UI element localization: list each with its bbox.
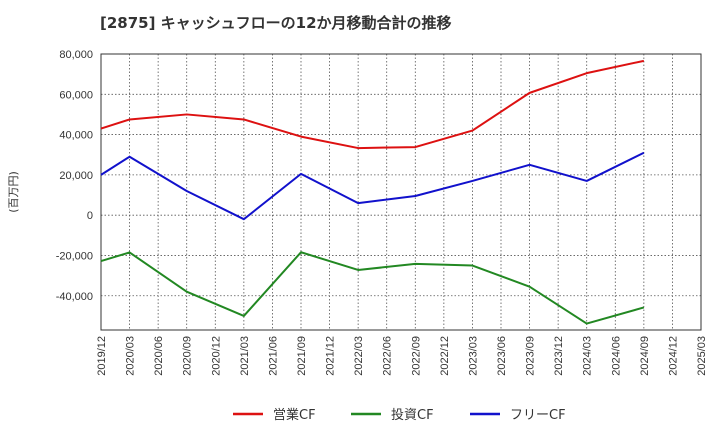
x-tick-label: 2023/09 (525, 336, 537, 376)
y-tick-label: 80,000 (59, 49, 93, 61)
x-tick-label: 2024/06 (610, 336, 622, 376)
x-tick-label: 2021/06 (267, 336, 279, 376)
legend-label: 営業CF (273, 407, 316, 423)
x-tick-label: 2019/12 (96, 336, 108, 376)
x-tick-label: 2022/03 (353, 336, 365, 376)
y-tick-label: 60,000 (59, 89, 93, 101)
chart-title: [2875] キャッシュフローの12か月移動合計の推移 (100, 14, 452, 32)
x-tick-label: 2023/06 (496, 336, 508, 376)
legend-label: 投資CF (391, 407, 434, 423)
y-tick-label: -40,000 (56, 291, 93, 303)
x-tick-label: 2020/09 (182, 336, 194, 376)
x-tick-label: 2025/03 (696, 336, 708, 376)
y-axis: 80,000 60,000 40,000 20,000 0 -20,000 -40,000 (56, 49, 93, 303)
x-tick-label: 2022/06 (382, 336, 394, 376)
legend: 営業CF 投資CF フリーCF (233, 407, 566, 423)
series-line (100, 251, 645, 325)
x-tick-label: 2020/03 (125, 336, 137, 376)
y-tick-label: 20,000 (59, 170, 93, 182)
x-tick-label: 2024/03 (582, 336, 594, 376)
plot-area (101, 54, 701, 330)
series-line (100, 151, 645, 221)
y-tick-label: 40,000 (59, 130, 93, 142)
x-tick-label: 2020/06 (153, 336, 165, 376)
plot-border (100, 53, 702, 331)
x-tick-label: 2021/03 (239, 336, 251, 376)
y-tick-label: 0 (87, 210, 93, 222)
x-tick-label: 2021/09 (296, 336, 308, 376)
x-tick-label: 2024/09 (639, 336, 651, 376)
legend-label: フリーCF (510, 408, 566, 423)
x-tick-label: 2024/12 (667, 336, 679, 376)
series-line (100, 59, 645, 150)
x-tick-label: 2021/12 (325, 336, 337, 376)
series-group (100, 59, 645, 325)
y-tick-label: -20,000 (56, 250, 93, 262)
y-axis-label: (百万円) (7, 171, 20, 213)
x-tick-label: 2023/03 (467, 336, 479, 376)
x-tick-label: 2022/09 (410, 336, 422, 376)
x-tick-label: 2022/12 (439, 336, 451, 376)
x-tick-label: 2023/12 (553, 336, 565, 376)
x-axis: 2019/12 2020/03 2020/06 2020/09 2020/12 2021/… (96, 336, 708, 376)
x-tick-label: 2020/12 (210, 336, 222, 376)
grid-lines (100, 53, 702, 331)
